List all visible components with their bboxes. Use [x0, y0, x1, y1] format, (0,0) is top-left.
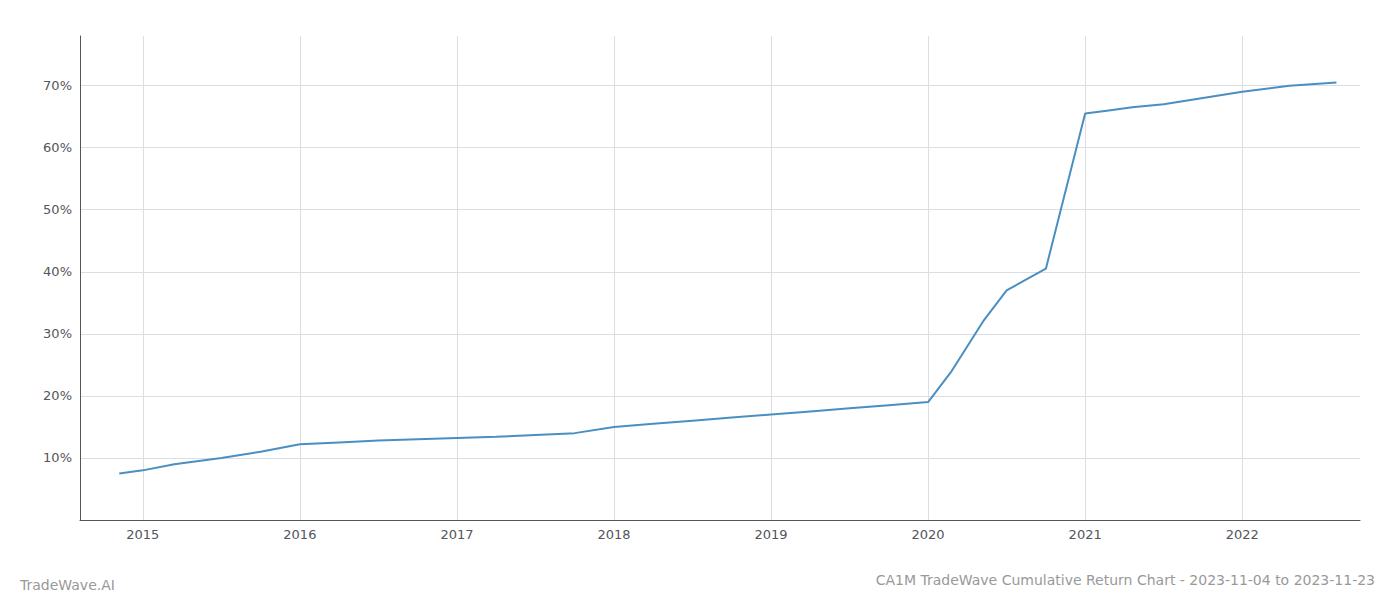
svg-text:2020: 2020: [912, 527, 945, 542]
svg-text:50%: 50%: [43, 202, 72, 217]
svg-text:40%: 40%: [43, 264, 72, 279]
svg-text:70%: 70%: [43, 78, 72, 93]
svg-text:2017: 2017: [440, 527, 473, 542]
svg-text:60%: 60%: [43, 140, 72, 155]
svg-text:2021: 2021: [1069, 527, 1102, 542]
svg-text:CA1M TradeWave Cumulative Retu: CA1M TradeWave Cumulative Return Chart -…: [876, 572, 1375, 588]
svg-text:2015: 2015: [126, 527, 159, 542]
svg-text:20%: 20%: [43, 388, 72, 403]
svg-text:TradeWave.AI: TradeWave.AI: [19, 577, 115, 593]
svg-text:2019: 2019: [754, 527, 787, 542]
svg-text:2018: 2018: [597, 527, 630, 542]
svg-text:10%: 10%: [43, 450, 72, 465]
svg-text:2022: 2022: [1226, 527, 1259, 542]
svg-text:2016: 2016: [283, 527, 316, 542]
svg-text:30%: 30%: [43, 326, 72, 341]
